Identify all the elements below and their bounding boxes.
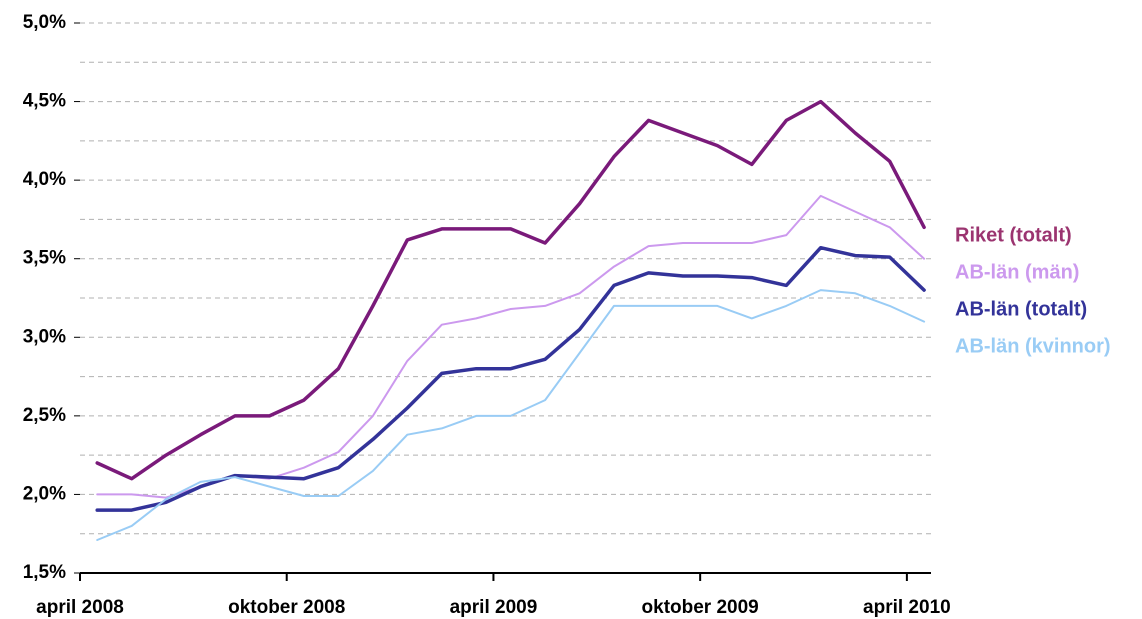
y-tick-label: 1,5% [23, 562, 66, 583]
series-line [95, 99, 926, 481]
y-tick-label: 4,5% [23, 91, 66, 112]
series-line [96, 194, 926, 499]
y-tick-label: 3,5% [23, 248, 66, 269]
y-tick-label: 4,0% [23, 169, 66, 190]
x-tick-label: oktober 2008 [228, 597, 345, 618]
x-tick-label: oktober 2009 [642, 597, 759, 618]
y-tick-label: 2,5% [23, 405, 66, 426]
series-line [96, 289, 926, 541]
legend-label: AB-län (kvinnor) [955, 335, 1111, 357]
y-tick-label: 5,0% [23, 12, 66, 33]
x-tick-label: april 2010 [863, 597, 951, 618]
y-tick-label: 3,0% [23, 326, 66, 347]
legend-label: AB-län (totalt) [955, 298, 1087, 320]
x-tick-label: april 2008 [36, 597, 124, 618]
series-line [95, 245, 926, 512]
legend-label: Riket (totalt) [955, 224, 1072, 246]
y-tick-label: 2,0% [23, 483, 66, 504]
legend-label: AB-län (män) [955, 261, 1079, 283]
x-tick-label: april 2009 [450, 597, 538, 618]
